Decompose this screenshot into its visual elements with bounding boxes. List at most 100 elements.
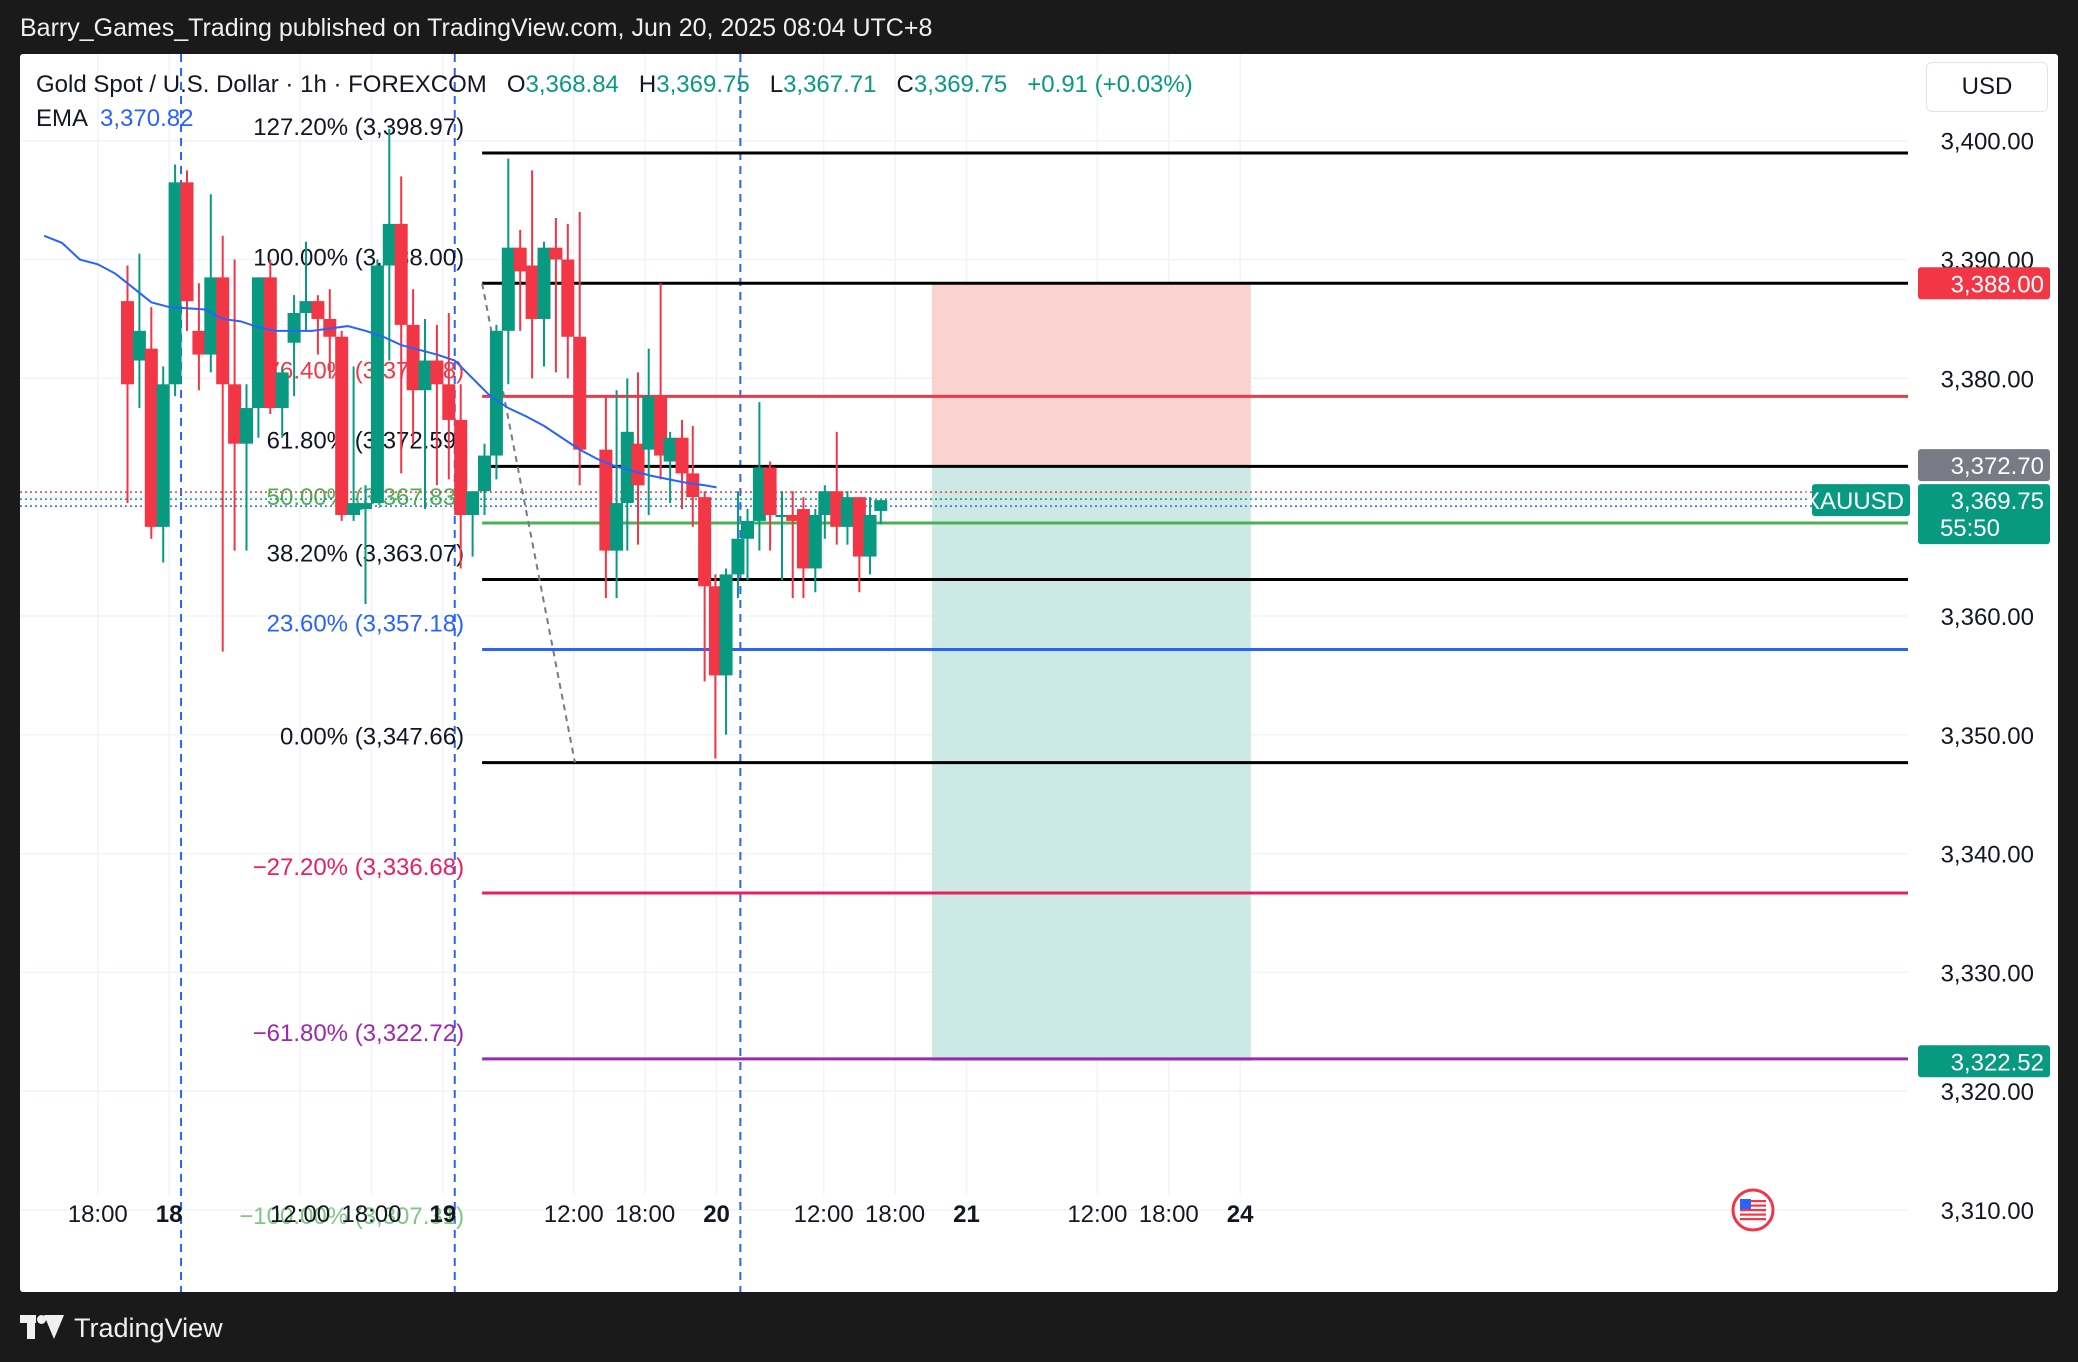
candle-body (786, 514, 800, 521)
x-axis-tick-label: 12:00 (794, 1201, 854, 1228)
candle-body (796, 509, 810, 569)
open-label: O (506, 71, 526, 98)
candle-body (642, 396, 656, 450)
candle-body (740, 520, 754, 539)
candle-body (347, 503, 361, 515)
low-label: L (769, 71, 784, 98)
candle-body (663, 437, 677, 462)
flag-stripe (1740, 1209, 1766, 1212)
symbol-title[interactable]: Gold Spot / U.S. Dollar · 1h · FOREXCOM (36, 71, 487, 98)
candle-body (808, 514, 822, 569)
close-label: C (896, 71, 914, 98)
publisher-bar: Barry_Games_Trading published on Trading… (0, 0, 2078, 54)
current-price-text: 3,369.75 (1951, 488, 2044, 515)
candle-body (240, 408, 253, 444)
flag-stripe (1740, 1218, 1766, 1221)
price-label-text: 3,322.52 (1951, 1049, 2044, 1076)
y-axis-tick-label: 3,400.00 (1941, 129, 2034, 156)
low-value: 3,367.71 (783, 71, 877, 98)
candle-body (335, 336, 349, 515)
fib-level-label: −27.20% (3,336.68) (253, 854, 465, 881)
y-axis-tick-label: 3,350.00 (1941, 723, 2034, 750)
candle-body (287, 313, 301, 343)
y-axis-tick-label: 3,380.00 (1941, 366, 2034, 393)
ema-row: EMA 3,370.82 (36, 102, 1193, 136)
candle-body (394, 223, 408, 325)
candle-body (708, 586, 722, 676)
x-axis-tick-label: 12:00 (270, 1201, 330, 1228)
candle-body (537, 247, 551, 319)
fib-level-label: 23.60% (3,357.18) (267, 610, 464, 637)
ema-value: 3,370.82 (100, 105, 194, 132)
bar-countdown-text: 55:50 (1940, 515, 2000, 542)
candle-body (216, 277, 230, 385)
symbol-tag-box (1812, 484, 1910, 517)
x-axis-tick-label: 12:00 (544, 1201, 604, 1228)
chart-area[interactable]: 127.20% (3,398.97) 100.00% (3,388.00) 76.4… (20, 54, 2058, 1292)
y-axis-tick-label: 3,320.00 (1941, 1079, 2034, 1106)
candle-body (180, 182, 194, 302)
candle-body (382, 223, 396, 266)
candle-body (144, 348, 158, 527)
candle-body (406, 324, 420, 391)
candle-body (442, 384, 456, 420)
x-axis-tick-label: 12:00 (1067, 1201, 1127, 1228)
price-label-box (1918, 1045, 2050, 1078)
candle-body (599, 449, 613, 551)
footer: TradingView (20, 1308, 223, 1348)
candle-body (501, 247, 515, 331)
x-axis-tick-label: 20 (703, 1201, 730, 1228)
open-value: 3,368.84 (525, 71, 619, 98)
candle-body (513, 247, 527, 272)
fib-level-label: 127.20% (3,398.97) (253, 114, 464, 141)
candle-body (454, 419, 468, 515)
candle-body (549, 247, 563, 260)
candle-body (359, 503, 372, 510)
fib-level-label: 0.00% (3,347.66) (280, 724, 464, 751)
candle-body (698, 497, 712, 587)
candle-body (466, 491, 480, 515)
close-value: 3,369.75 (913, 71, 1008, 98)
candle-body (478, 455, 491, 492)
current-price-box (1918, 484, 2050, 545)
candle-body (228, 384, 242, 444)
candle-body (311, 301, 325, 319)
candle-body (251, 277, 265, 409)
y-axis-tick-label: 3,360.00 (1941, 604, 2034, 631)
candle-body (192, 330, 206, 355)
x-axis-tick-label: 18:00 (615, 1201, 675, 1228)
x-axis-tick-label: 18:00 (68, 1201, 128, 1228)
candle-body (610, 503, 624, 551)
chart-legend: Gold Spot / U.S. Dollar · 1h · FOREXCOM … (36, 68, 1193, 136)
price-label-box (1918, 449, 2050, 482)
price-label-text: 3,372.70 (1951, 453, 2044, 480)
x-axis-tick-label: 18:00 (865, 1201, 925, 1228)
x-axis-tick-label: 18:00 (1139, 1201, 1199, 1228)
x-axis-tick-label: 18:00 (341, 1201, 401, 1228)
publisher-text: Barry_Games_Trading published on Trading… (20, 14, 933, 42)
price-chart[interactable]: 127.20% (3,398.97)100.00% (3,388.00)76.4… (20, 54, 2058, 1292)
candle-body (370, 265, 384, 504)
candle-body (489, 330, 503, 456)
candle-body (686, 473, 700, 498)
price-label-text: 3,388.00 (1951, 271, 2044, 298)
candle-body (525, 265, 539, 319)
flag-canton (1740, 1199, 1751, 1209)
flag-stripe (1740, 1204, 1766, 1207)
x-axis-tick-label: 18 (156, 1201, 183, 1228)
candle-body (430, 360, 444, 385)
candle-body (775, 514, 789, 517)
fib-level-label: −100.00% (3,307.31) (239, 1203, 464, 1230)
ema-label[interactable]: EMA (36, 105, 87, 132)
fib-level-label: 61.80% (3,372.59) (267, 427, 464, 454)
candle-body (752, 467, 766, 521)
footer-brand: TradingView (74, 1312, 223, 1343)
candle-body (573, 336, 587, 450)
candle-body (731, 538, 745, 575)
candle-body (863, 514, 877, 557)
tradingview-logo-icon (20, 1315, 64, 1341)
y-axis-tick-label: 3,330.00 (1941, 960, 2034, 987)
candle-body (275, 372, 289, 409)
candle-body (631, 443, 645, 486)
currency-button[interactable]: USD (1926, 62, 2048, 112)
